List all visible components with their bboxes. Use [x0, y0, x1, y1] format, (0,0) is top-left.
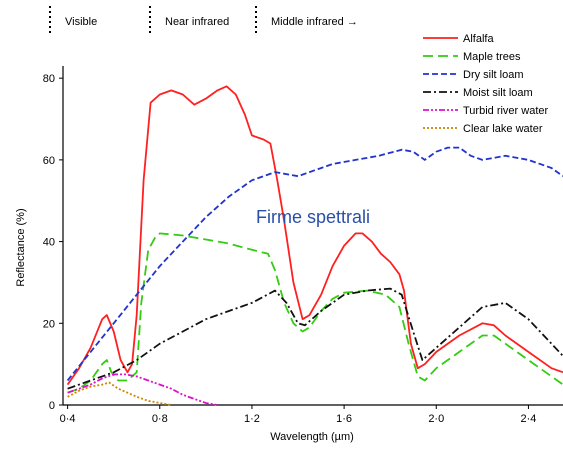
region-label: Middle infrared →	[271, 16, 358, 28]
legend-label: Turbid river water	[463, 105, 549, 117]
y-tick-label: 20	[43, 318, 55, 330]
legend-label: Dry silt loam	[463, 69, 524, 81]
chart-axes: Reflectance (%) Wavelength (µm) 0 20 40 60 8…	[15, 66, 563, 443]
region-label: Visible	[65, 16, 97, 28]
y-tick-label: 0	[49, 400, 55, 412]
legend-label: Maple trees	[463, 51, 521, 63]
series-line	[66, 146, 563, 382]
x-tick-label: 2·0	[428, 413, 444, 425]
x-tick-label: 2·4	[520, 413, 536, 425]
chart-legend: Alfalfa Maple trees Dry silt loam Moist sil…	[423, 33, 549, 135]
legend-label: Moist silt loam	[463, 87, 533, 99]
x-tick-label: 0·8	[152, 413, 168, 425]
x-axis-title: Wavelength (µm)	[270, 431, 354, 443]
series-line	[67, 232, 563, 394]
series-line	[67, 373, 218, 406]
spectral-regions: Visible Near infrared Middle infrared →	[49, 6, 358, 34]
x-tick-label: 0·4	[60, 413, 76, 425]
series-line	[67, 287, 563, 390]
series-line	[67, 381, 172, 406]
legend-label: Clear lake water	[463, 123, 543, 135]
y-tick-label: 60	[43, 155, 55, 167]
overlay-title: Firme spettrali	[256, 207, 370, 227]
y-tick-label: 80	[43, 73, 55, 85]
series-line	[66, 85, 563, 386]
x-tick-label: 1·2	[244, 413, 260, 425]
region-label: Near infrared	[165, 16, 229, 28]
legend-label: Alfalfa	[463, 33, 494, 45]
y-axis-title: Reflectance (%)	[15, 208, 27, 286]
x-tick-label: 1·6	[336, 413, 352, 425]
y-tick-label: 40	[43, 237, 55, 249]
data-series	[66, 85, 563, 406]
